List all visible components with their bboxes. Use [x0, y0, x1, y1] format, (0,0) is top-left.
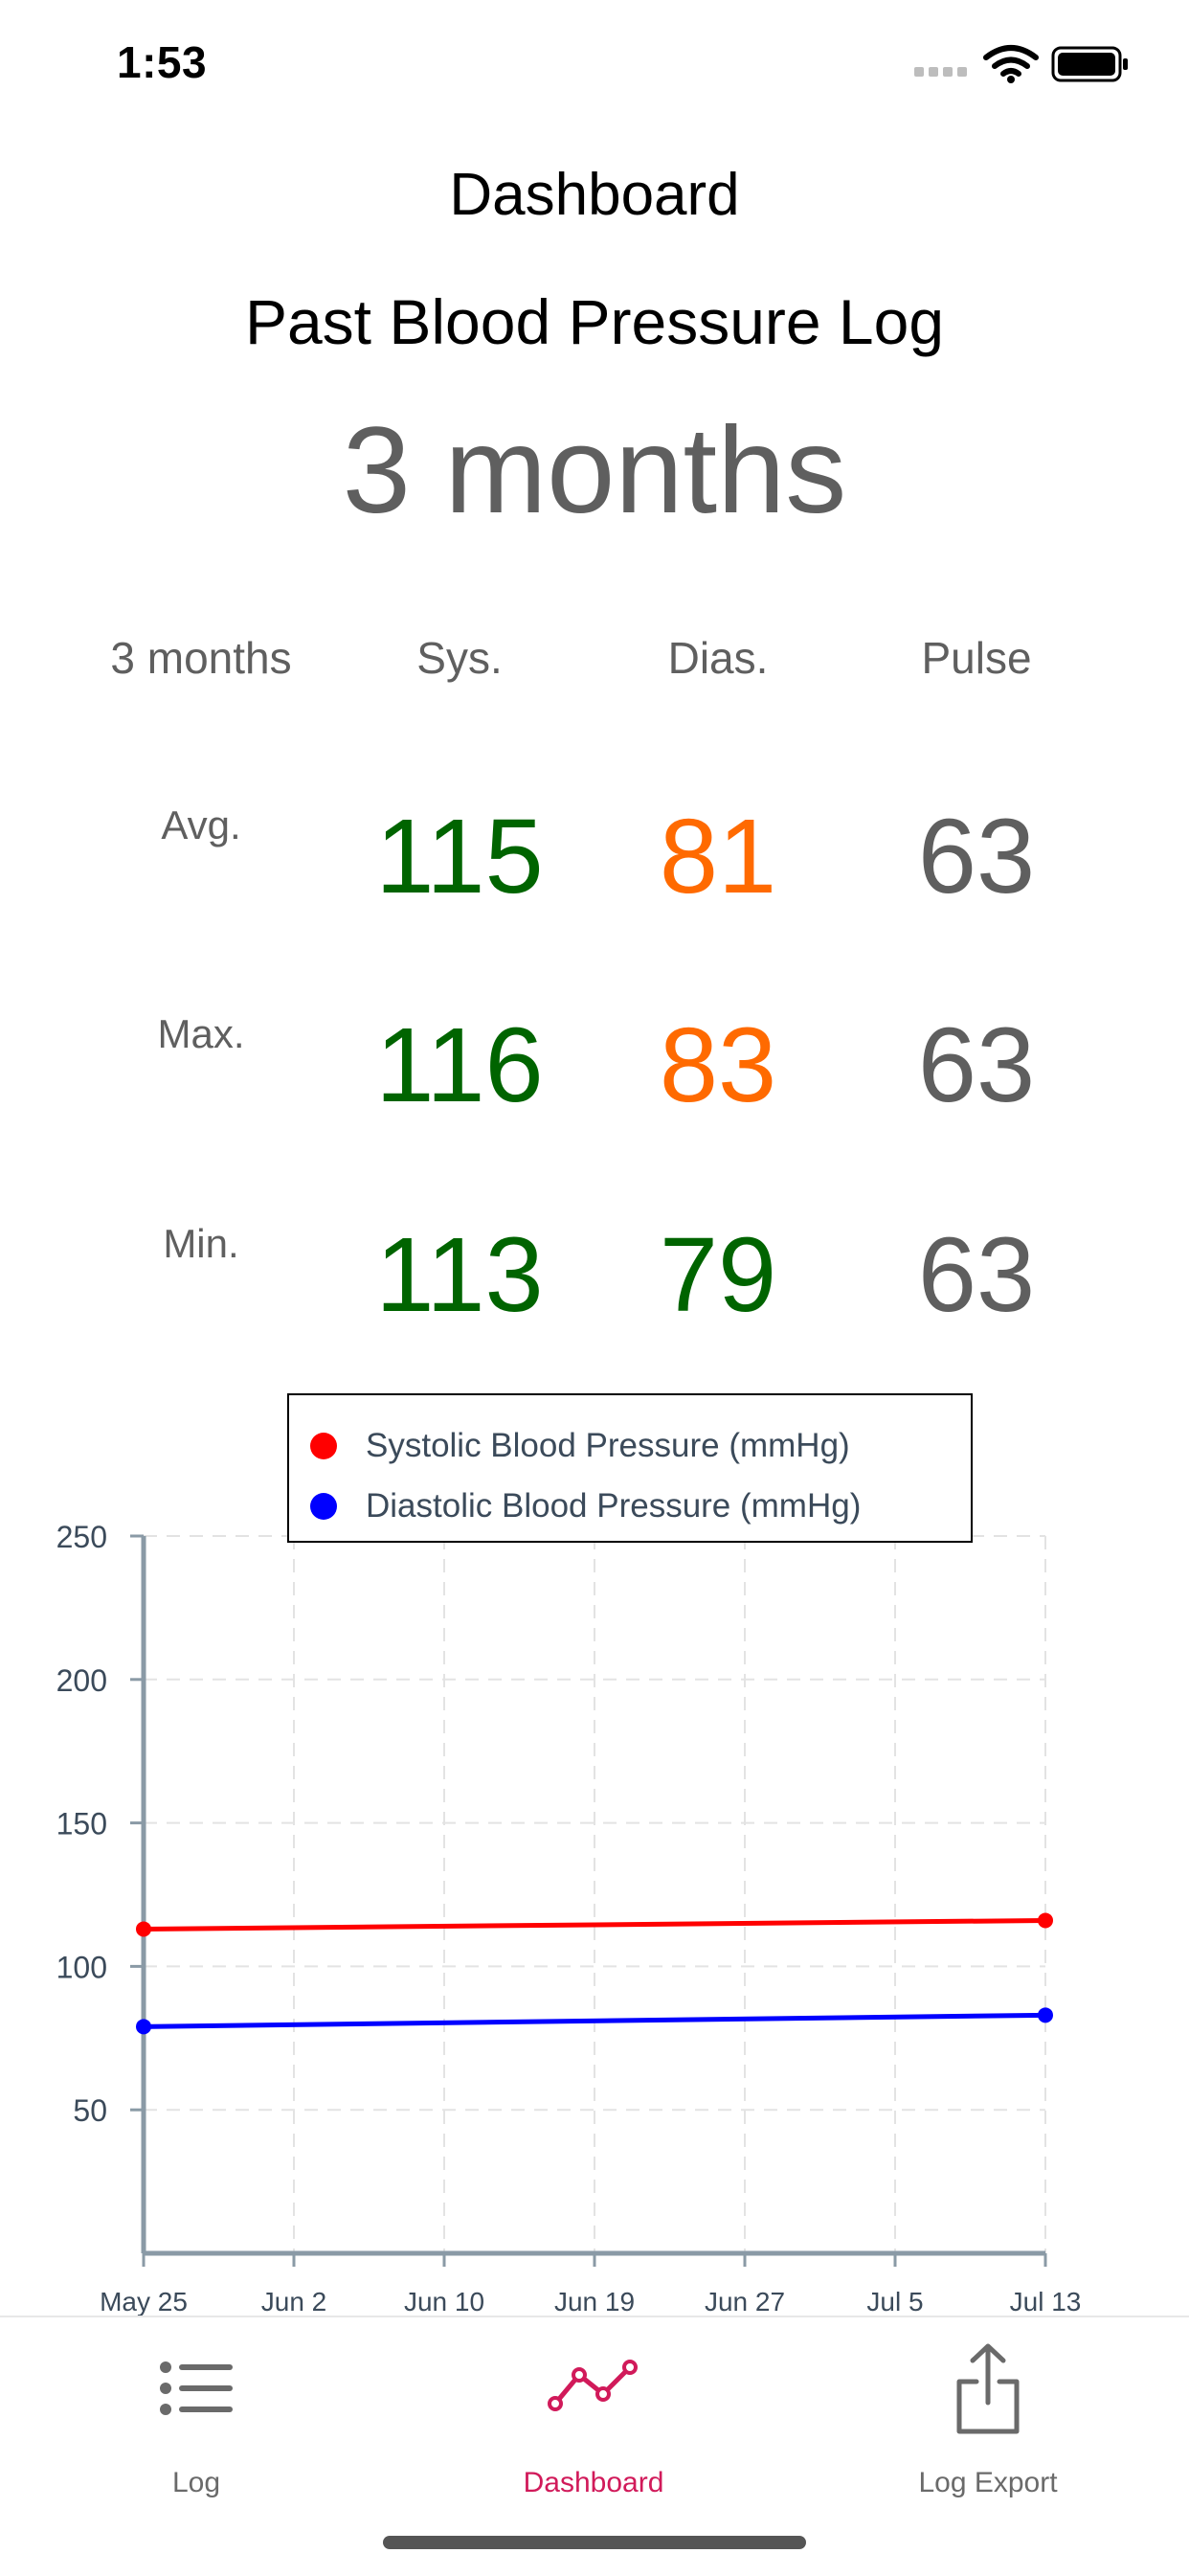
list-icon: [160, 2361, 233, 2415]
max-sys-value: 116: [375, 1006, 544, 1124]
log-subtitle: Past Blood Pressure Log: [244, 286, 945, 357]
min-dias-value: 79: [659, 1216, 777, 1334]
tab-dashboard[interactable]: Dashboard: [450, 2317, 737, 2509]
y-tick-label: 150: [56, 1807, 107, 1842]
row-label-max: Max.: [157, 1011, 245, 1056]
data-point: [136, 2019, 151, 2035]
min-sys-value: 113: [375, 1216, 544, 1334]
x-tick-label: Jul 5: [866, 2287, 923, 2316]
legend-label-systolic: Systolic Blood Pressure (mmHg): [366, 1427, 850, 1464]
tab-bar: Log Dashboard Log Export: [0, 2316, 1189, 2576]
y-tick-label: 50: [73, 2093, 107, 2128]
wifi-icon: [983, 45, 1039, 77]
row-label-min: Min.: [163, 1221, 239, 1266]
x-tick-label: Jul 13: [1010, 2287, 1082, 2316]
status-icons: [914, 45, 1128, 83]
min-pulse-value: 63: [917, 1216, 1036, 1334]
series-line-0: [143, 1917, 1046, 1932]
avg-pulse-value: 63: [917, 798, 1036, 915]
avg-sys-value: 115: [375, 798, 544, 915]
chart-line-icon: [548, 2360, 638, 2411]
max-dias-value: 83: [659, 1006, 777, 1124]
series-line-1: [143, 2012, 1046, 2029]
y-tick-label: 200: [56, 1663, 107, 1698]
x-tick-label: Jun 27: [705, 2287, 785, 2316]
status-time: 1:53: [117, 37, 208, 87]
stats-period-label: 3 months: [110, 633, 292, 683]
page-title: Dashboard: [449, 162, 740, 228]
col-header-dias: Dias.: [667, 633, 769, 683]
data-point: [136, 1921, 151, 1937]
share-icon: [956, 2343, 1020, 2434]
col-header-pulse: Pulse: [921, 633, 1032, 683]
tab-log-export[interactable]: Log Export: [844, 2317, 1132, 2509]
signal-icon: [914, 67, 967, 77]
battery-icon: [1051, 46, 1128, 82]
legend-item-systolic: Systolic Blood Pressure (mmHg): [310, 1427, 850, 1465]
col-header-sys: Sys.: [416, 633, 503, 683]
home-indicator: [383, 2536, 806, 2549]
period-display: 3 months: [342, 402, 847, 539]
bp-line-chart: 50 100 150 200 250 May 25 Jun 2 Jun 10 Jun 19 Jun…: [56, 1520, 1082, 2316]
tab-log-export-label: Log Export: [918, 2467, 1058, 2498]
x-tick-label: Jun 10: [404, 2287, 484, 2316]
x-tick-label: Jun 19: [554, 2287, 635, 2316]
chart-legend: Systolic Blood Pressure (mmHg) Diastolic…: [287, 1393, 973, 1543]
tab-dashboard-label: Dashboard: [523, 2467, 664, 2498]
legend-label-diastolic: Diastolic Blood Pressure (mmHg): [366, 1487, 862, 1525]
tab-log[interactable]: Log: [53, 2317, 340, 2509]
x-tick-label: May 25: [100, 2287, 188, 2316]
x-tick-label: Jun 2: [261, 2287, 327, 2316]
tab-log-label: Log: [171, 2467, 221, 2498]
y-tick-label: 250: [56, 1520, 107, 1554]
legend-dot-systolic: [310, 1433, 337, 1459]
row-label-avg: Avg.: [161, 802, 241, 847]
data-point: [1038, 1912, 1053, 1929]
y-tick-label: 100: [56, 1950, 107, 1984]
max-pulse-value: 63: [917, 1006, 1036, 1124]
avg-dias-value: 81: [659, 798, 777, 915]
legend-dot-diastolic: [310, 1493, 337, 1520]
legend-item-diastolic: Diastolic Blood Pressure (mmHg): [310, 1487, 861, 1525]
data-point: [1038, 2007, 1053, 2023]
